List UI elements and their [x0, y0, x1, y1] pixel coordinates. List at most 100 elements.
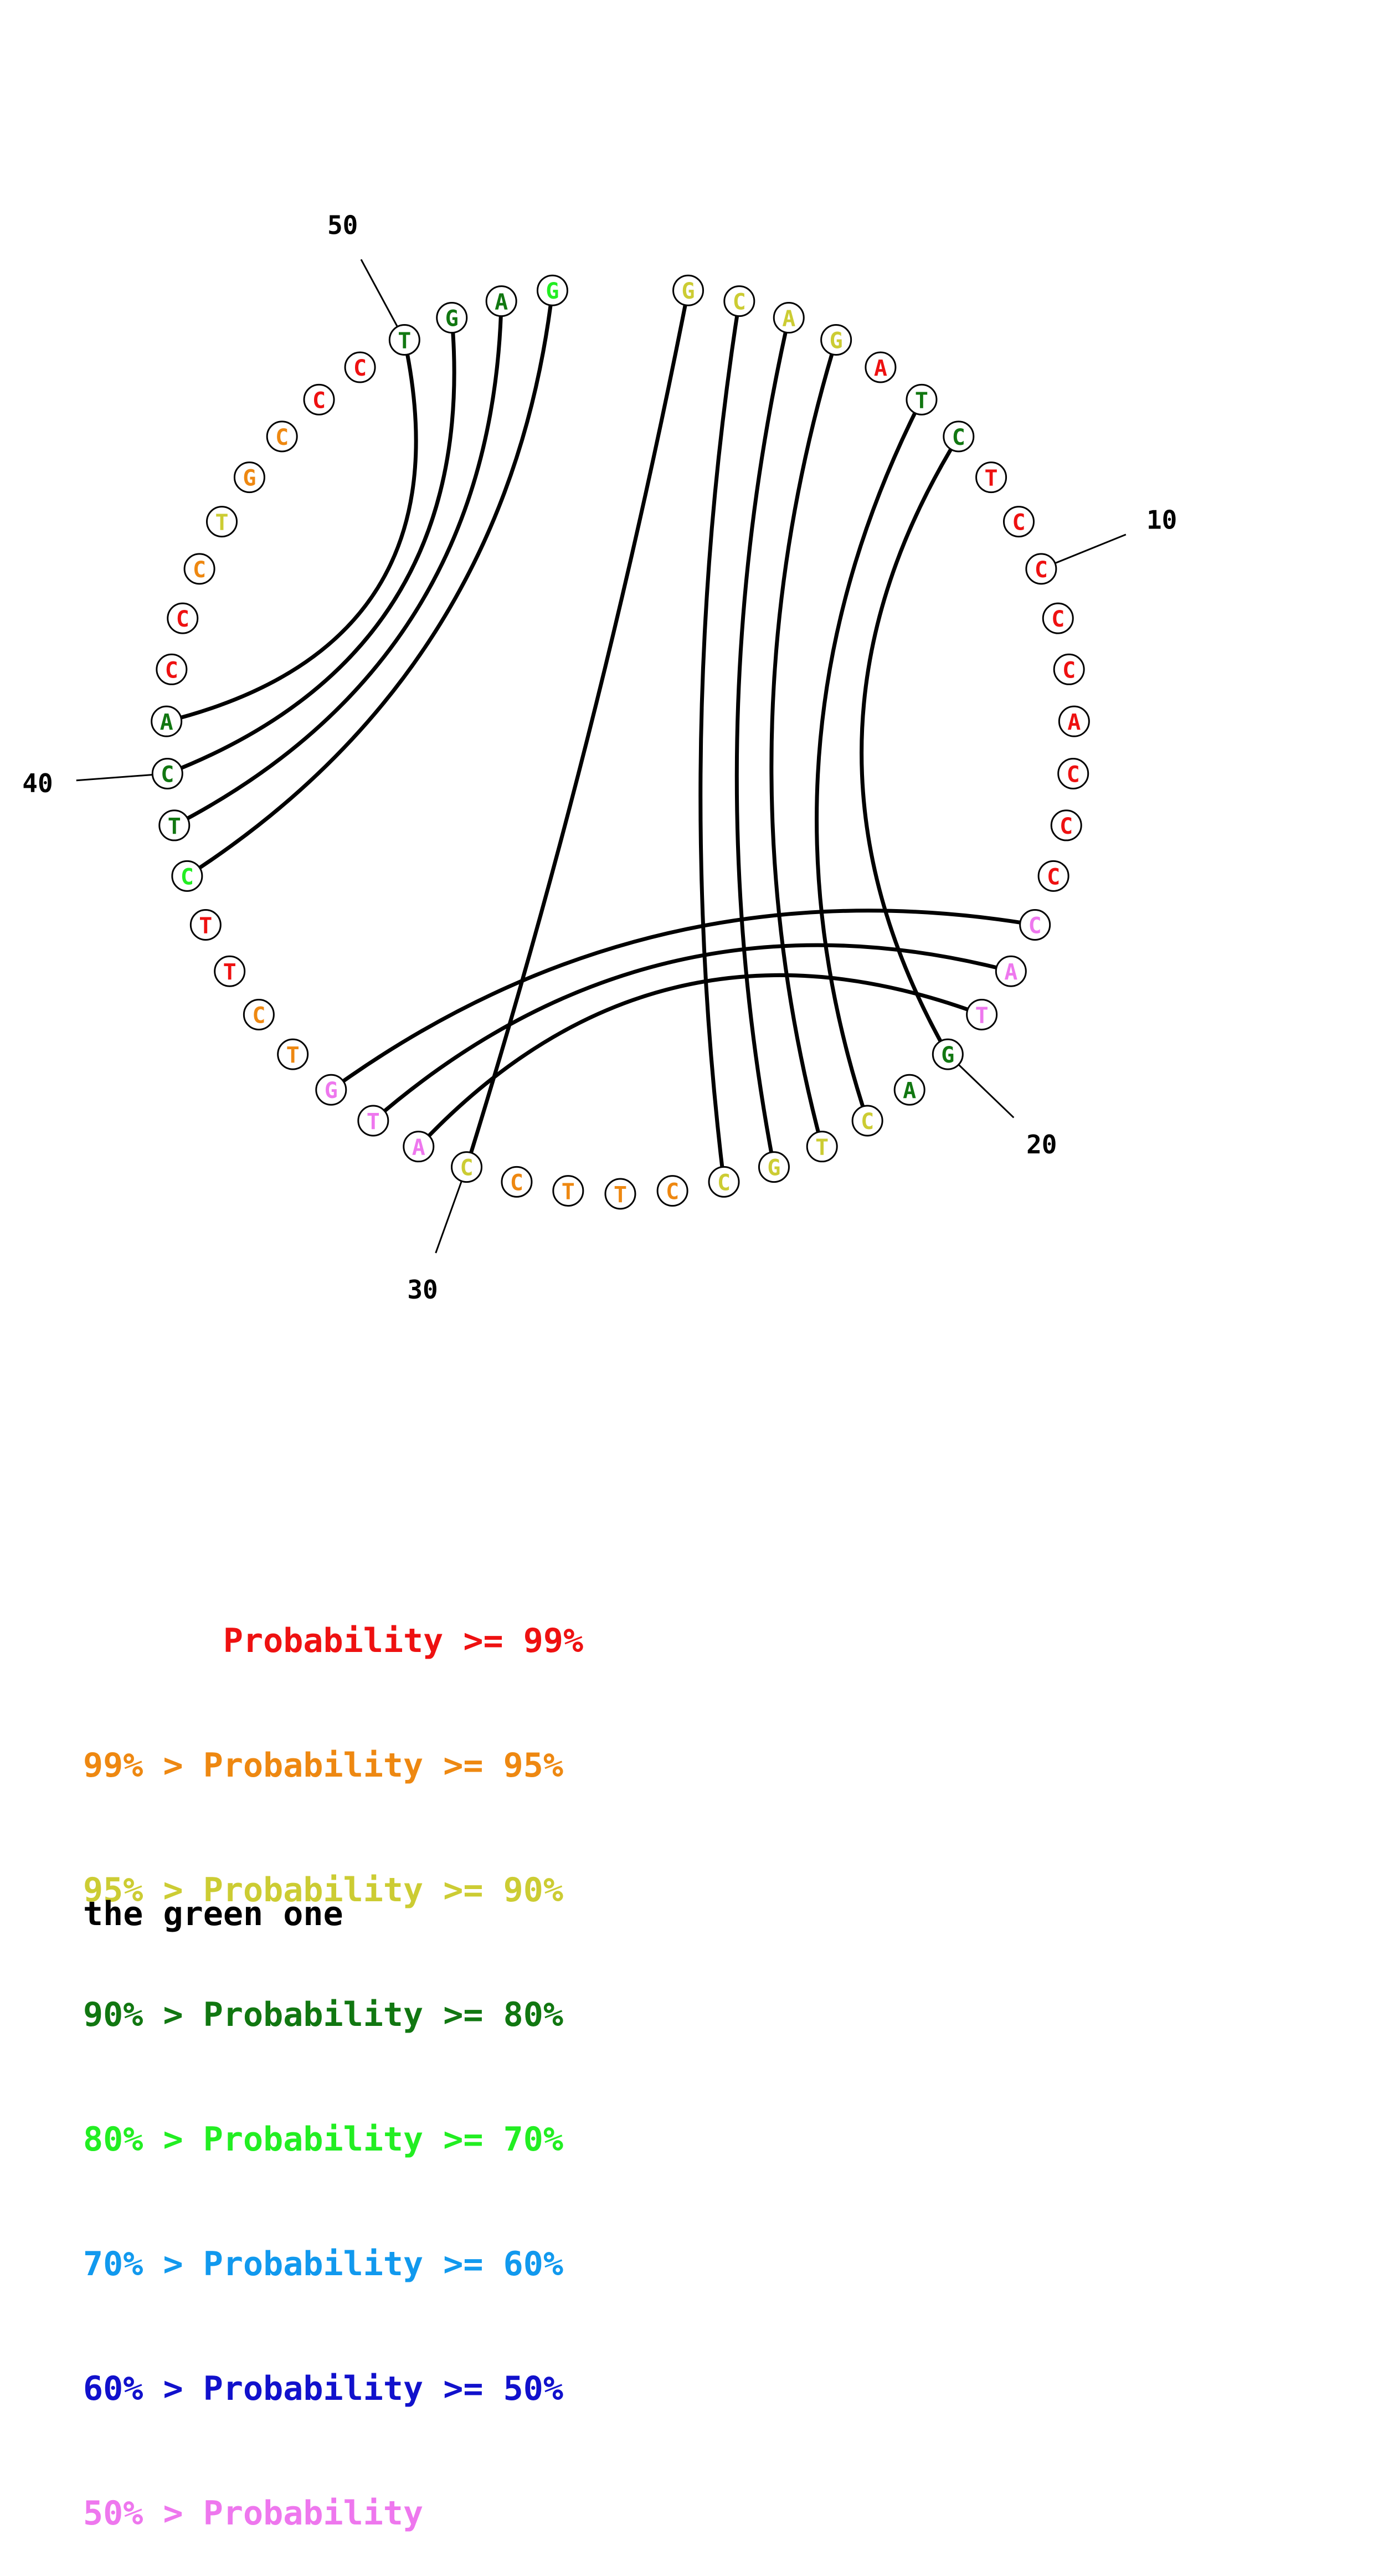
nucleotide-base: C [193, 557, 206, 583]
nucleotide-circle [171, 860, 203, 892]
nucleotide-circle [266, 420, 298, 453]
nucleotide-base: C [666, 1179, 679, 1205]
nucleotide-circle [1058, 705, 1090, 737]
nucleotide-base: A [495, 290, 508, 315]
nucleotide-base: C [717, 1170, 731, 1195]
nucleotide: A [485, 285, 517, 317]
nucleotide-base: C [1029, 914, 1042, 939]
nucleotide-circle [151, 705, 183, 737]
nucleotide: T [604, 1178, 636, 1210]
nucleotide: C [167, 602, 199, 634]
nucleotide-circle [536, 274, 568, 306]
nucleotide-circle [243, 998, 275, 1030]
nucleotide: C [656, 1175, 688, 1207]
legend-row: 70% > Probability >= 60% [83, 2245, 563, 2283]
nucleotide: T [277, 1038, 309, 1070]
nucleotide: C [723, 285, 755, 317]
nucleotide-circle [1025, 553, 1057, 585]
legend-row: 60% > Probability >= 50% [83, 2369, 563, 2408]
nucleotide-base: C [353, 356, 367, 381]
nucleotide-circle [851, 1105, 883, 1137]
nucleotide: C [266, 420, 298, 453]
nucleotide: C [303, 383, 335, 415]
nucleotide-circle [932, 1038, 964, 1070]
base-pair-arc [465, 290, 690, 1168]
legend-row: 90% > Probability >= 80% [83, 1995, 563, 2034]
probability-legend: Probability >= 99% 99% > Probability >= … [83, 1537, 583, 2576]
nucleotide-base: T [985, 466, 998, 491]
nucleotide-base: A [782, 306, 795, 332]
nucleotide: G [758, 1151, 790, 1183]
nucleotide-circle [451, 1151, 483, 1183]
nucleotide-circle [189, 909, 222, 941]
base-pair-arc [417, 973, 983, 1148]
nucleotide-base: C [510, 1170, 523, 1195]
nucleotide: T [906, 383, 938, 415]
base-pair-arc [769, 339, 839, 1147]
nucleotide: C [243, 998, 275, 1030]
nucleotide-base: G [767, 1156, 780, 1181]
nucleotide-base: T [398, 328, 411, 353]
base-pair-arc [860, 435, 960, 1055]
base-pair-arc [372, 943, 1012, 1122]
nucleotide: C [151, 757, 183, 789]
nucleotide: C [1025, 553, 1057, 585]
nucleotide: C [451, 1151, 483, 1183]
nucleotide-base: T [975, 1003, 989, 1028]
nucleotide-circle [214, 955, 246, 987]
nucleotide-base: C [252, 1003, 265, 1028]
nucleotide-base: T [199, 914, 212, 939]
nucleotide-circle [656, 1175, 688, 1207]
nucleotide-circle [893, 1074, 925, 1106]
nucleotide: T [806, 1131, 838, 1163]
base-pair-arc [815, 398, 924, 1122]
nucleotide-circle [344, 351, 376, 383]
base-pair-arc [173, 301, 503, 828]
nucleotide-base: G [325, 1078, 338, 1104]
nucleotide: A [403, 1131, 435, 1163]
nucleotide-base: A [903, 1078, 916, 1104]
nucleotide-base: C [1051, 607, 1065, 632]
nucleotide-base: T [367, 1109, 380, 1135]
nucleotide-base: C [1067, 762, 1080, 787]
nucleotide-base: G [681, 279, 695, 304]
nucleotide-circle [357, 1105, 389, 1137]
nucleotide-base: C [1035, 557, 1048, 583]
nucleotide: T [975, 461, 1007, 494]
nucleotide-circle [156, 653, 188, 685]
nucleotide-circle [552, 1175, 584, 1207]
nucleotide: C [1042, 602, 1074, 634]
nucleotide-base: C [165, 658, 178, 683]
nucleotide: C [1002, 506, 1035, 538]
position-ticks: 10 20 30 40 50 [22, 211, 1177, 1305]
nucleotide: C [156, 653, 188, 685]
nucleotide-base: C [312, 388, 326, 413]
nucleotide-circle [303, 383, 335, 415]
position-label: 50 [327, 211, 358, 240]
nucleotide-base: T [168, 814, 181, 839]
nucleotide: A [773, 302, 805, 334]
nucleotide-base: A [874, 356, 887, 381]
nucleotide: C [1050, 809, 1082, 841]
nucleotide-circle [806, 1131, 838, 1163]
nucleotide-circle [315, 1074, 347, 1106]
nucleotide: C [1019, 909, 1051, 941]
legend-row: 50% > Probability [83, 2494, 424, 2533]
nucleotide-base: T [614, 1182, 627, 1208]
nucleotide-circle [966, 998, 998, 1030]
nucleotide-base: A [160, 710, 173, 735]
nucleotide-base: G [941, 1043, 954, 1068]
base-pair-arc [330, 909, 1036, 1092]
nucleotide-base: G [830, 328, 843, 353]
legend-row: 95% > Probability >= 90% [83, 1871, 563, 1910]
nucleotide: T [214, 955, 246, 987]
position-label: 10 [1146, 505, 1177, 535]
nucleotide: C [344, 351, 376, 383]
nucleotide: T [189, 909, 222, 941]
nucleotide: C [183, 553, 215, 585]
nucleotide-base: C [1047, 864, 1060, 890]
nucleotide-ring: G CAGATCTCCCCACCCCATGACTGCCTTCCATGTCTTCTC… [151, 274, 1090, 1210]
nucleotide-base: C [460, 1156, 473, 1181]
nucleotide-circle [672, 274, 705, 306]
nucleotide-base: C [733, 290, 746, 315]
